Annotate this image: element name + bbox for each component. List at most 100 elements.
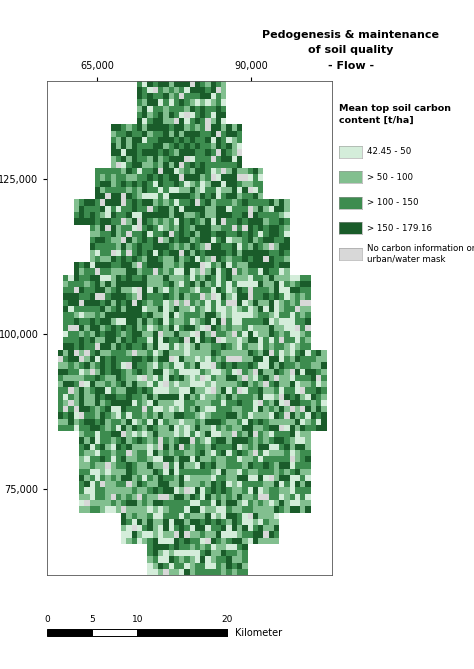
Bar	[158, 324, 163, 331]
Bar	[195, 381, 200, 387]
Bar	[200, 250, 205, 256]
Bar	[163, 256, 169, 262]
Bar	[74, 343, 79, 350]
Bar	[290, 425, 295, 431]
Bar	[110, 136, 116, 143]
Text: 42.45 - 50: 42.45 - 50	[367, 147, 411, 157]
Bar	[100, 438, 105, 444]
Bar	[242, 300, 247, 306]
Bar	[227, 287, 232, 294]
Bar	[147, 225, 153, 231]
Bar	[311, 387, 316, 393]
Bar	[116, 444, 121, 450]
Bar	[221, 444, 227, 450]
Bar	[216, 550, 221, 557]
Bar	[210, 343, 216, 350]
Bar	[174, 318, 179, 324]
Bar	[105, 212, 110, 218]
Bar	[227, 531, 232, 538]
Bar	[184, 124, 190, 130]
Bar	[184, 74, 190, 80]
Bar	[242, 481, 247, 488]
Bar	[232, 506, 237, 512]
Bar	[153, 112, 158, 118]
Bar	[121, 531, 127, 538]
Bar	[242, 412, 247, 419]
Bar	[237, 400, 242, 406]
Bar	[132, 481, 137, 488]
Bar	[216, 300, 221, 306]
Bar	[147, 500, 153, 506]
Bar	[179, 544, 184, 550]
Bar	[147, 181, 153, 187]
Bar	[232, 518, 237, 525]
Bar	[221, 356, 227, 362]
Bar	[195, 419, 200, 425]
Bar	[221, 187, 227, 193]
Bar	[79, 475, 84, 481]
Bar	[227, 181, 232, 187]
Bar	[184, 343, 190, 350]
Bar	[253, 381, 258, 387]
Bar	[169, 306, 174, 312]
Bar	[200, 563, 205, 569]
Bar	[158, 462, 163, 469]
Bar	[269, 362, 274, 369]
Bar	[200, 512, 205, 518]
Bar	[305, 481, 311, 488]
Bar	[100, 481, 105, 488]
Bar	[137, 331, 142, 337]
Bar	[158, 518, 163, 525]
Bar	[163, 293, 169, 300]
Bar	[210, 93, 216, 99]
Bar	[190, 212, 195, 218]
Bar	[158, 287, 163, 294]
Bar	[205, 324, 210, 331]
Bar	[269, 512, 274, 518]
Bar	[137, 175, 142, 181]
Text: > 100 - 150: > 100 - 150	[367, 198, 419, 207]
Bar	[121, 431, 127, 438]
Bar	[100, 281, 105, 287]
Bar	[210, 537, 216, 544]
Bar	[74, 393, 79, 400]
Bar	[216, 375, 221, 381]
Bar	[216, 350, 221, 356]
Bar	[184, 375, 190, 381]
Bar	[284, 506, 290, 512]
Bar	[221, 274, 227, 281]
Bar	[237, 143, 242, 149]
Bar	[110, 337, 116, 343]
Bar	[179, 256, 184, 262]
Bar	[269, 393, 274, 400]
Bar	[190, 287, 195, 294]
Bar	[210, 136, 216, 143]
Bar	[127, 331, 132, 337]
Bar	[316, 362, 321, 369]
Bar	[127, 274, 132, 281]
Bar	[321, 406, 327, 412]
Bar	[174, 205, 179, 212]
Bar	[158, 244, 163, 250]
Bar	[210, 494, 216, 500]
Bar	[95, 318, 100, 324]
Bar	[132, 244, 137, 250]
Bar	[158, 356, 163, 362]
Bar	[184, 136, 190, 143]
Bar	[200, 331, 205, 337]
Bar	[90, 256, 95, 262]
Bar	[321, 387, 327, 393]
Bar	[284, 387, 290, 393]
Bar	[137, 512, 142, 518]
Bar	[221, 205, 227, 212]
Bar	[221, 563, 227, 569]
Bar	[132, 375, 137, 381]
Bar	[132, 419, 137, 425]
Bar	[179, 193, 184, 199]
Bar	[110, 462, 116, 469]
Bar	[258, 287, 264, 294]
Bar	[216, 406, 221, 412]
Bar	[137, 281, 142, 287]
Bar	[290, 393, 295, 400]
Bar	[205, 112, 210, 118]
